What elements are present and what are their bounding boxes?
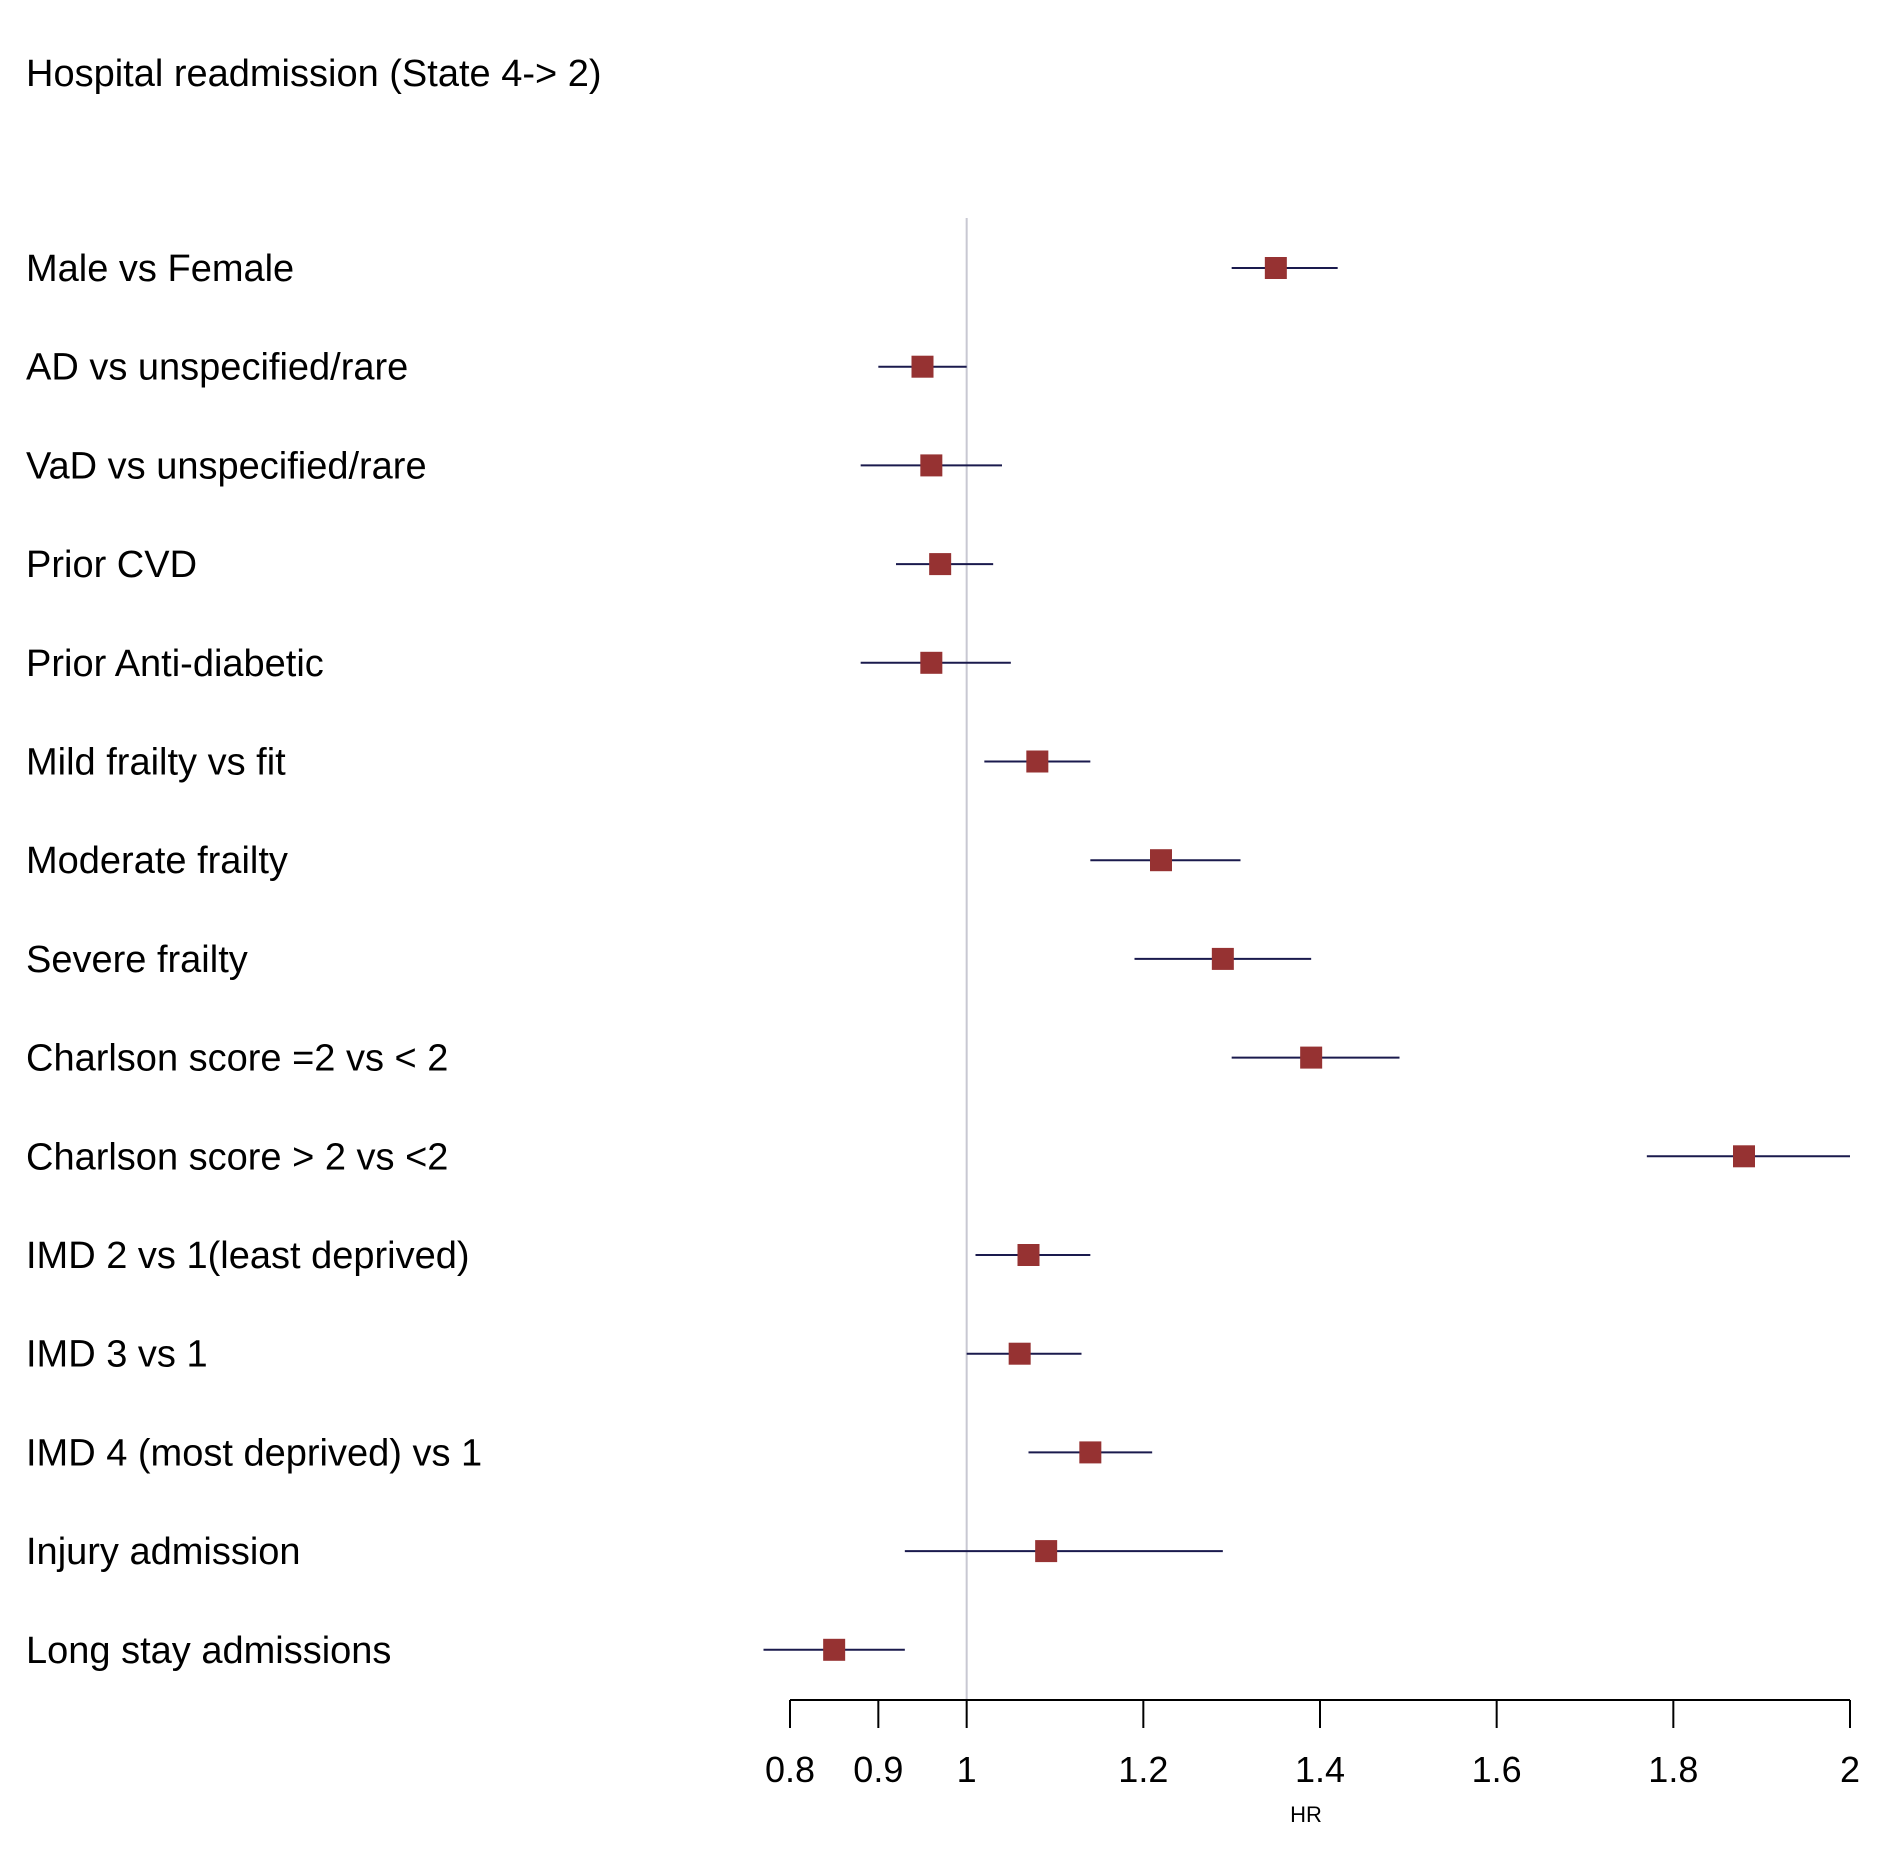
row-label: IMD 3 vs 1	[26, 1334, 208, 1376]
row-label: Mild frailty vs fit	[26, 742, 286, 784]
hr-point-marker	[1017, 1244, 1040, 1266]
hr-point-marker	[1008, 1342, 1031, 1365]
row-label: Severe frailty	[26, 939, 248, 981]
forest-rows: Male vs Female AD vs unspecified/rare VaD …	[26, 218, 1850, 1700]
forest-row: Charlson score =2 vs < 2	[26, 1038, 1400, 1080]
forest-row: Long stay admissions	[26, 1630, 905, 1672]
row-label: VaD vs unspecified/rare	[26, 445, 427, 487]
hr-point-marker	[1300, 1046, 1323, 1069]
x-axis: 0.8 0.9 1 1.2 1.4 1.6 1.8 2	[765, 1699, 1860, 1790]
forest-row: Mild frailty vs fit	[26, 742, 1091, 784]
hr-point-marker	[1211, 947, 1234, 970]
row-label: IMD 4 (most deprived) vs 1	[26, 1432, 482, 1474]
hr-point-marker	[929, 553, 952, 576]
hr-point-marker	[823, 1638, 846, 1661]
x-tick-label: 2	[1840, 1749, 1860, 1790]
hr-point-marker	[911, 355, 934, 378]
forest-row: Charlson score > 2 vs <2	[26, 1136, 1850, 1178]
row-label: Charlson score =2 vs < 2	[26, 1038, 448, 1080]
forest-row: IMD 3 vs 1	[26, 1334, 1082, 1376]
hr-point-marker	[920, 454, 943, 477]
row-label: Male vs Female	[26, 248, 294, 290]
hr-point-marker	[1150, 849, 1172, 872]
forest-row: VaD vs unspecified/rare	[26, 445, 1002, 487]
forest-row: Severe frailty	[26, 939, 1312, 981]
x-tick-label: 1.4	[1295, 1749, 1345, 1790]
forest-row: Male vs Female	[26, 248, 1338, 290]
x-axis-title: HR	[1290, 1802, 1322, 1827]
row-label: AD vs unspecified/rare	[26, 347, 408, 389]
row-label: Prior Anti-diabetic	[26, 643, 324, 685]
hr-point-marker	[1733, 1145, 1755, 1168]
forest-row: Prior Anti-diabetic	[26, 643, 1011, 685]
forest-row: Prior CVD	[26, 544, 994, 586]
forest-row: AD vs unspecified/rare	[26, 347, 967, 389]
row-label: Moderate frailty	[26, 840, 288, 882]
forest-row: IMD 2 vs 1(least deprived)	[26, 1235, 1091, 1277]
chart-title: Hospital readmission (State 4-> 2)	[26, 53, 602, 95]
hr-point-marker	[1026, 750, 1049, 773]
row-label: Injury admission	[26, 1531, 301, 1573]
hr-point-marker	[1264, 257, 1287, 279]
x-tick-label: 0.8	[765, 1749, 815, 1790]
row-label: Charlson score > 2 vs <2	[26, 1136, 448, 1178]
forest-row: Injury admission	[26, 1531, 1223, 1573]
row-label: IMD 2 vs 1(least deprived)	[26, 1235, 470, 1277]
x-tick-label: 1.6	[1472, 1749, 1522, 1790]
hr-point-marker	[920, 651, 943, 674]
row-label: Long stay admissions	[26, 1630, 391, 1672]
row-label: Prior CVD	[26, 544, 197, 586]
x-tick-label: 1.8	[1648, 1749, 1698, 1790]
x-tick-label: 1.2	[1118, 1749, 1168, 1790]
forest-row: IMD 4 (most deprived) vs 1	[26, 1432, 1153, 1474]
forest-row: Moderate frailty	[26, 840, 1241, 882]
x-tick-label: 0.9	[853, 1749, 903, 1790]
hr-point-marker	[1079, 1441, 1102, 1464]
x-tick-label: 1	[957, 1749, 977, 1790]
hr-point-marker	[1035, 1540, 1058, 1563]
